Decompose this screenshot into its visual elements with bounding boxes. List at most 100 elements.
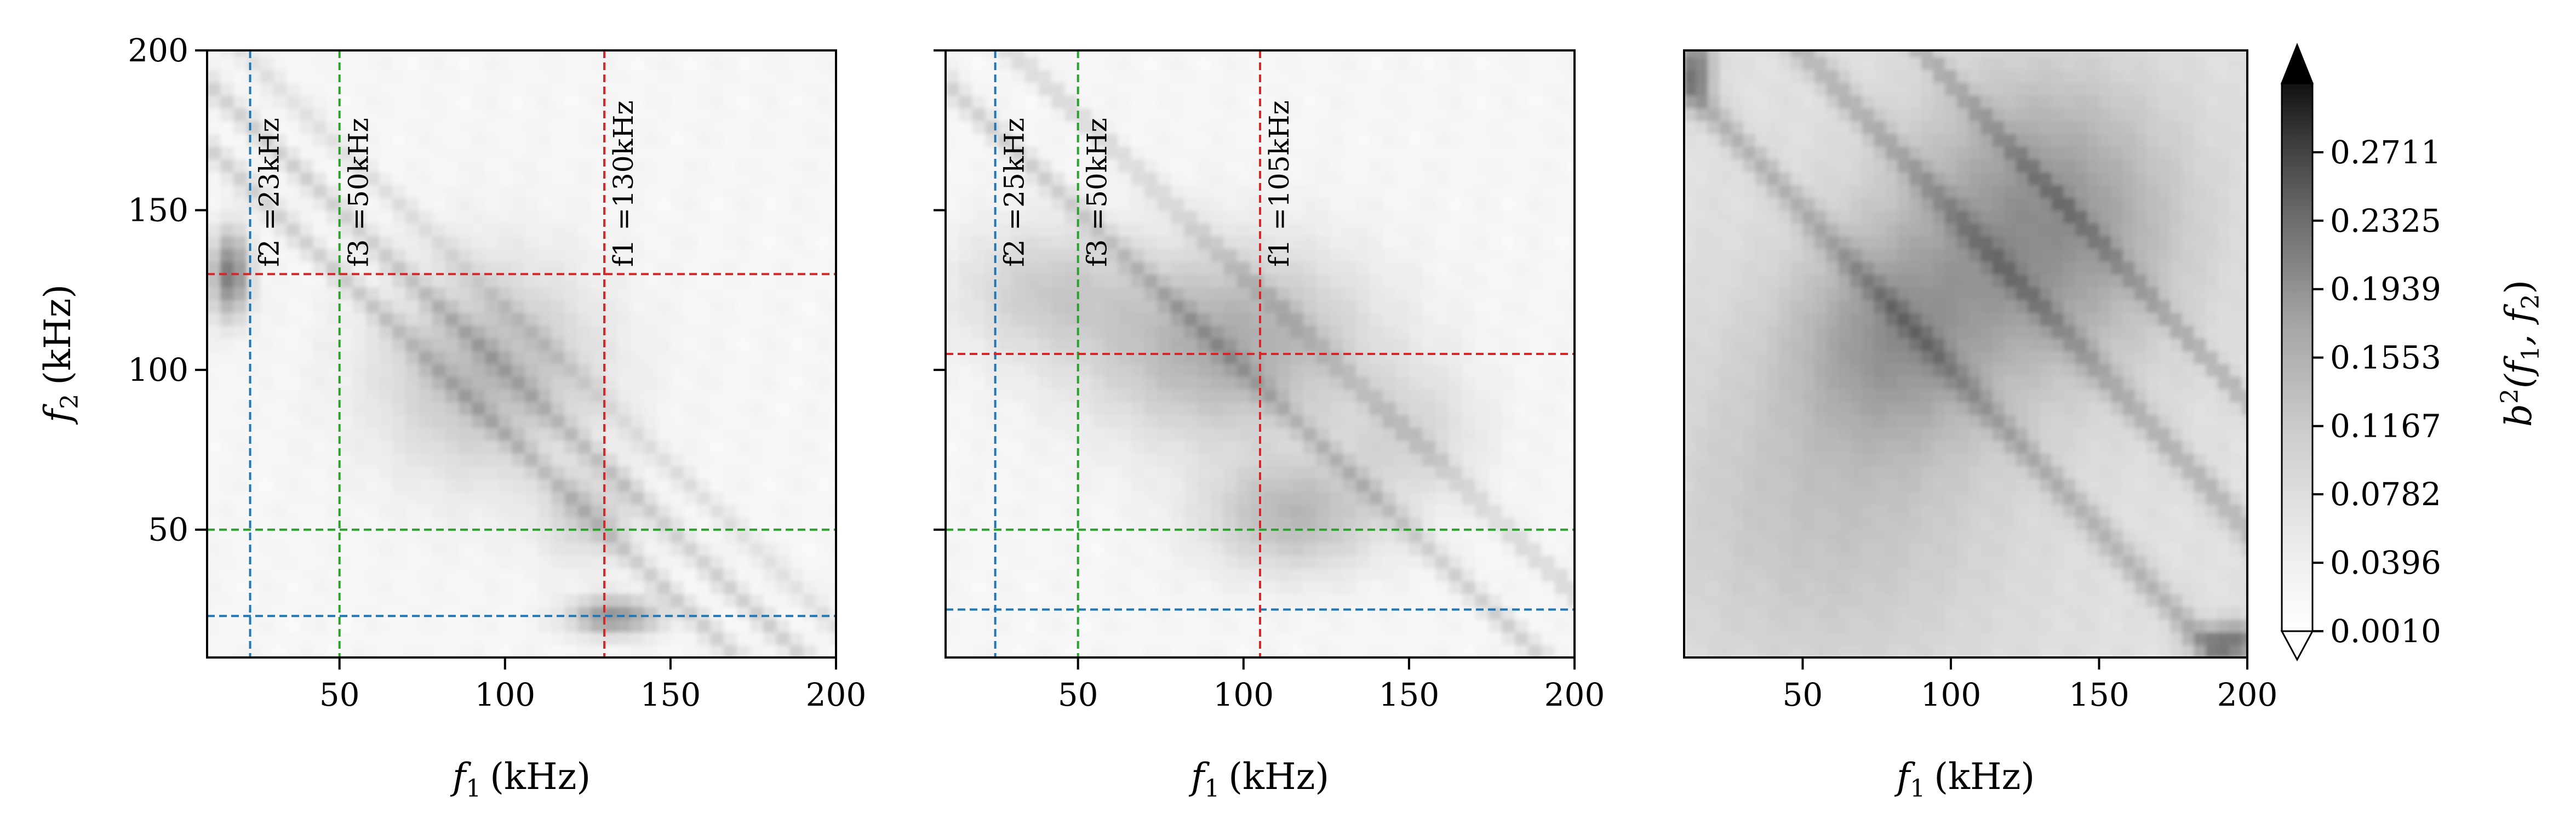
heatmap-cell bbox=[670, 389, 685, 403]
heatmap-cell bbox=[1025, 312, 1039, 326]
heatmap-cell bbox=[1303, 146, 1317, 160]
heatmap-cell bbox=[644, 70, 658, 83]
heatmap-cell bbox=[1708, 159, 1720, 173]
heatmap-cell bbox=[1263, 287, 1278, 300]
heatmap-cell bbox=[1731, 56, 1744, 70]
heatmap-cell bbox=[1131, 171, 1145, 185]
heatmap-cell bbox=[604, 542, 619, 556]
heatmap-cell bbox=[1011, 593, 1026, 607]
heatmap-cell bbox=[260, 427, 274, 441]
heatmap-cell bbox=[829, 491, 836, 505]
heatmap-cell bbox=[1422, 363, 1436, 377]
heatmap-cell bbox=[366, 82, 380, 96]
heatmap-cell bbox=[326, 632, 340, 645]
heatmap-cell bbox=[946, 619, 960, 633]
heatmap-cell bbox=[392, 529, 407, 543]
heatmap-cell bbox=[631, 133, 645, 147]
heatmap-cell bbox=[1541, 440, 1555, 454]
heatmap-cell bbox=[1144, 389, 1158, 403]
heatmap-cell bbox=[789, 197, 804, 211]
heatmap-cell bbox=[1276, 542, 1291, 556]
heatmap-cell bbox=[1118, 644, 1132, 657]
heatmap-cell bbox=[287, 363, 301, 377]
heatmap-cell bbox=[710, 402, 724, 415]
heatmap-cell bbox=[1488, 478, 1503, 492]
heatmap-cell bbox=[1409, 312, 1423, 326]
heatmap-cell bbox=[657, 121, 671, 134]
heatmap-cell bbox=[1078, 363, 1092, 377]
heatmap-cell bbox=[1356, 50, 1370, 58]
heatmap-cell bbox=[1719, 184, 1732, 198]
heatmap-cell bbox=[511, 568, 526, 581]
heatmap-cell bbox=[604, 121, 619, 134]
heatmap-cell bbox=[1343, 466, 1357, 479]
heatmap-cell bbox=[1064, 581, 1079, 594]
heatmap-cell bbox=[1316, 606, 1330, 620]
heatmap-cell bbox=[564, 504, 579, 518]
heatmap-cell bbox=[1184, 236, 1198, 249]
heatmap-cell bbox=[511, 82, 526, 96]
heatmap-cell bbox=[1011, 184, 1026, 198]
heatmap-cell bbox=[1303, 568, 1317, 581]
heatmap-cell bbox=[260, 593, 274, 607]
heatmap-cell bbox=[1131, 82, 1145, 96]
heatmap-cell bbox=[326, 440, 340, 454]
heatmap-cell bbox=[339, 504, 353, 518]
heatmap-cell bbox=[946, 351, 960, 364]
heatmap-cell bbox=[631, 593, 645, 607]
heatmap-cell bbox=[617, 56, 632, 70]
heatmap-cell bbox=[1449, 555, 1463, 569]
heatmap-cell bbox=[577, 414, 592, 428]
heatmap-cell bbox=[313, 593, 327, 607]
heatmap-cell bbox=[644, 568, 658, 581]
heatmap-cell bbox=[697, 338, 711, 352]
heatmap-cell bbox=[313, 50, 327, 58]
heatmap-cell bbox=[657, 197, 671, 211]
heatmap-cell bbox=[366, 287, 380, 300]
heatmap-cell bbox=[1184, 222, 1198, 237]
heatmap-cell bbox=[723, 312, 737, 326]
heatmap-cell bbox=[1316, 274, 1330, 288]
heatmap-cell bbox=[577, 351, 592, 364]
heatmap-cell bbox=[1276, 517, 1291, 530]
heatmap-cell bbox=[1237, 159, 1251, 173]
heatmap-cell bbox=[326, 261, 340, 275]
heatmap-cell bbox=[1210, 287, 1224, 300]
heatmap-cell bbox=[1422, 95, 1436, 108]
heatmap-cell bbox=[326, 287, 340, 300]
heatmap-cell bbox=[1064, 529, 1079, 543]
heatmap-cell bbox=[551, 159, 565, 173]
heatmap-cell bbox=[1104, 56, 1119, 70]
heatmap-cell bbox=[1395, 56, 1410, 70]
heatmap-cell bbox=[564, 274, 579, 288]
heatmap-cell bbox=[326, 466, 340, 479]
heatmap-cell bbox=[207, 542, 221, 556]
heatmap-cell bbox=[946, 376, 960, 390]
heatmap-cell bbox=[1184, 274, 1198, 288]
heatmap-cell bbox=[1422, 50, 1436, 58]
heatmap-cell bbox=[313, 466, 327, 479]
heatmap-cell bbox=[1462, 568, 1476, 581]
heatmap-cell bbox=[1395, 70, 1410, 83]
heatmap-cell bbox=[1290, 619, 1304, 633]
heatmap-cell bbox=[313, 478, 327, 492]
heatmap-cell bbox=[1290, 197, 1304, 211]
heatmap-cell bbox=[1184, 376, 1198, 390]
heatmap-cell bbox=[1038, 338, 1052, 352]
heatmap-cell bbox=[697, 644, 711, 657]
heatmap-cell bbox=[1449, 504, 1463, 518]
heatmap-cell bbox=[763, 108, 777, 122]
heatmap-cell bbox=[1731, 593, 1744, 607]
heatmap-cell bbox=[684, 222, 698, 237]
heatmap-cell bbox=[379, 261, 393, 275]
heatmap-cell bbox=[233, 184, 248, 198]
heatmap-cell bbox=[1011, 338, 1026, 352]
heatmap-cell bbox=[723, 274, 737, 288]
heatmap-cell bbox=[551, 70, 565, 83]
heatmap-cell bbox=[959, 82, 973, 96]
heatmap-cell bbox=[419, 261, 433, 275]
heatmap-cell bbox=[445, 568, 460, 581]
heatmap-cell bbox=[260, 159, 274, 173]
heatmap-cell bbox=[247, 644, 261, 657]
heatmap-cell bbox=[1343, 504, 1357, 518]
